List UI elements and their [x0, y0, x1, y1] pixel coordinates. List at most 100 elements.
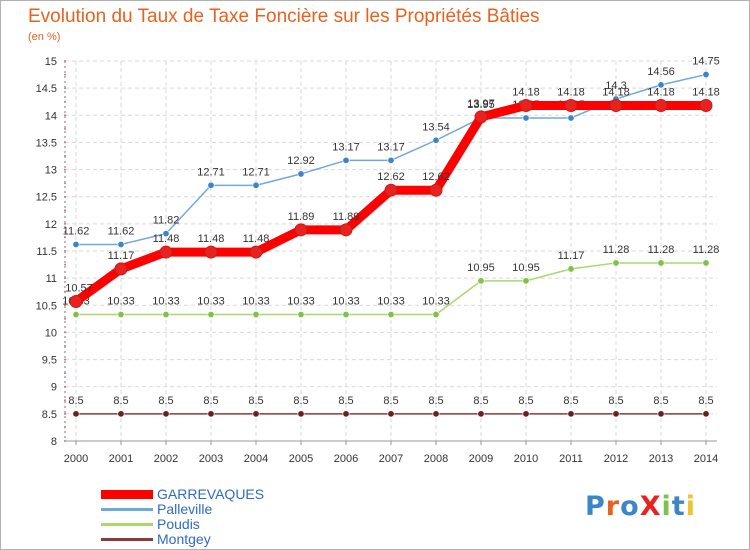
y-minor-tick [64, 168, 66, 171]
y-tick-label: 9 [51, 382, 57, 394]
y-minor-tick [64, 222, 66, 225]
data-point [249, 245, 263, 259]
x-tick-label: 2010 [514, 453, 538, 465]
data-label: 14.56 [647, 66, 675, 78]
data-point [252, 410, 260, 418]
logo-letter: i [661, 491, 672, 522]
x-tick-label: 2014 [694, 453, 718, 465]
data-point [207, 311, 215, 319]
data-point [114, 262, 128, 276]
data-point [522, 410, 530, 418]
data-point [702, 410, 710, 418]
data-point [294, 223, 308, 237]
data-point [162, 410, 170, 418]
data-point [72, 240, 80, 248]
data-point [387, 311, 395, 319]
data-label: 8.5 [563, 395, 578, 407]
y-minor-tick [64, 195, 66, 198]
data-point [252, 311, 260, 319]
chart-title: Evolution du Taux de Taxe Foncière sur l… [28, 6, 540, 27]
data-point [162, 230, 170, 238]
y-minor-tick [64, 141, 66, 144]
data-point [477, 277, 485, 285]
chart-subtitle: (en %) [28, 31, 61, 43]
data-label: 8.5 [248, 395, 263, 407]
data-point [204, 245, 218, 259]
data-point [339, 223, 353, 237]
y-minor-tick [64, 263, 66, 266]
data-label: 8.5 [203, 395, 218, 407]
y-minor-tick [64, 290, 66, 293]
y-minor-tick [64, 372, 66, 375]
data-label: 8.5 [698, 395, 713, 407]
data-label: 8.5 [428, 395, 443, 407]
data-label: 10.33 [287, 296, 315, 308]
logo-letter: i [685, 491, 696, 522]
legend-swatch [101, 508, 153, 511]
x-tick-label: 2007 [379, 453, 403, 465]
data-label: 8.5 [293, 395, 308, 407]
data-label: 12.62 [422, 171, 450, 183]
data-label: 10.33 [332, 296, 360, 308]
data-label: 13.17 [332, 141, 360, 153]
data-point [387, 410, 395, 418]
y-tick-label: 10 [45, 327, 57, 339]
y-tick-label: 14 [45, 110, 57, 122]
data-point [342, 156, 350, 164]
data-label: 11.62 [108, 225, 135, 237]
data-point [699, 99, 713, 113]
x-tick-label: 2012 [604, 453, 628, 465]
x-tick-label: 2006 [334, 453, 358, 465]
series-poudis: 10.33 10.33 10.33 10.33 10.33 10.33 10.33 10.33… [62, 244, 719, 319]
data-point [567, 265, 575, 273]
data-label: 13.97 [467, 98, 495, 110]
data-label: 14.18 [647, 87, 675, 99]
y-tick-label: 12.5 [36, 192, 57, 204]
data-point [429, 183, 443, 197]
y-minor-tick [64, 114, 66, 117]
data-point [609, 99, 623, 113]
logo-letter: r [605, 491, 621, 522]
x-tick-label: 2002 [154, 453, 178, 465]
data-label: 8.5 [383, 395, 398, 407]
data-point [657, 259, 665, 267]
data-label: 10.33 [377, 296, 405, 308]
data-point [474, 110, 488, 124]
data-label: 8.5 [68, 395, 83, 407]
y-minor-tick [64, 304, 66, 307]
data-label: 8.5 [113, 395, 128, 407]
data-point [384, 183, 398, 197]
data-point [342, 311, 350, 319]
y-minor-tick [64, 236, 66, 239]
x-tick-label: 2013 [649, 453, 673, 465]
series-garrevaques: 10.57 11.17 11.48 11.48 11.48 11.89 11.89 12.62… [65, 87, 720, 308]
y-minor-tick [64, 426, 66, 429]
data-point [702, 259, 710, 267]
data-point [432, 136, 440, 144]
data-point [657, 81, 665, 89]
y-minor-tick [64, 399, 66, 402]
data-point [432, 311, 440, 319]
series-montgey: 8.5 8.5 8.5 8.5 8.5 8.5 8.5 8.5 8.5 8.5 8.5 8.5 8.5 8… [68, 395, 714, 418]
data-label: 14.18 [602, 87, 630, 99]
data-label: 11.17 [108, 250, 135, 262]
data-label: 14.75 [692, 56, 720, 68]
data-label: 11.48 [243, 233, 270, 245]
data-point [72, 410, 80, 418]
data-label: 10.33 [242, 296, 270, 308]
data-label: 13.17 [377, 141, 405, 153]
data-label: 11.17 [558, 250, 585, 262]
data-point [654, 99, 668, 113]
data-point [72, 311, 80, 319]
data-label: 14.18 [512, 87, 540, 99]
y-tick-label: 12 [45, 219, 57, 231]
data-point [564, 99, 578, 113]
x-tick-label: 2001 [109, 453, 133, 465]
y-tick-label: 13 [45, 165, 57, 177]
x-tick-label: 2009 [469, 453, 493, 465]
data-point [117, 311, 125, 319]
data-point [342, 410, 350, 418]
data-label: 11.62 [63, 225, 90, 237]
data-label: 14.18 [692, 87, 720, 99]
